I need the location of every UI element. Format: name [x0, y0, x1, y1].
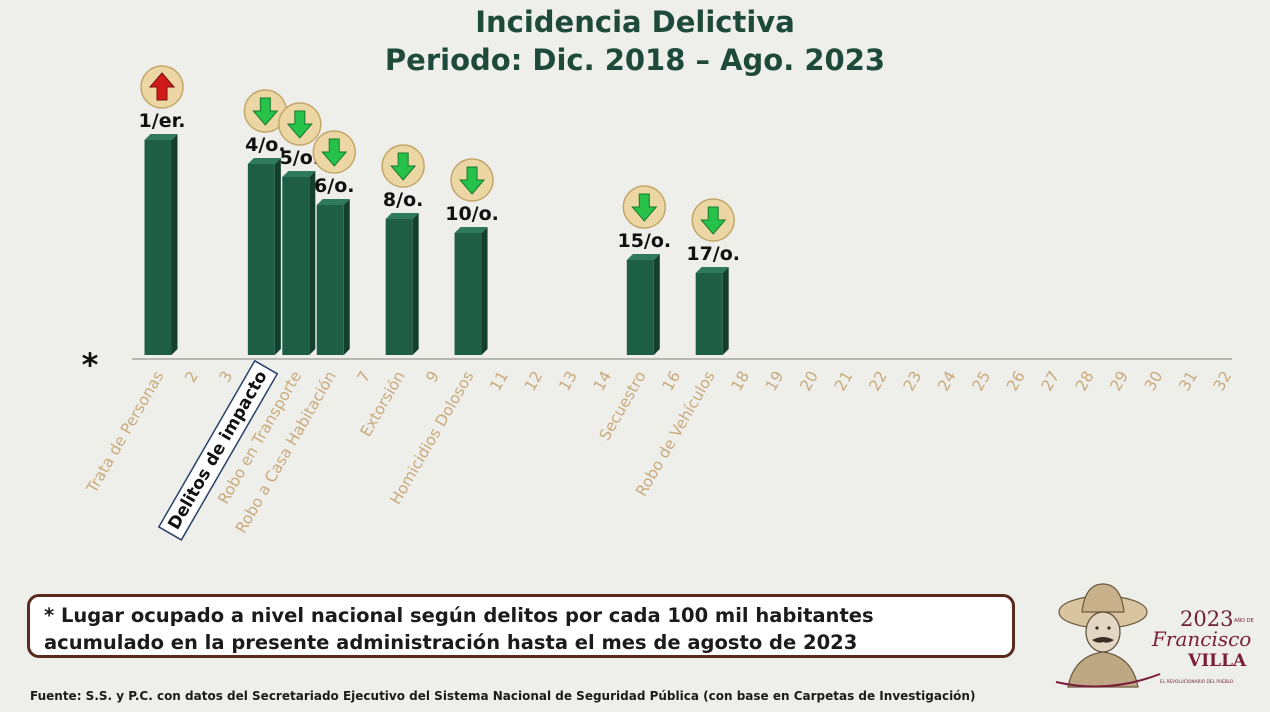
footnote-line1: * Lugar ocupado a nivel nacional según d…: [44, 604, 874, 627]
bar-side: [653, 254, 660, 355]
chart-title-line1: Incidencia Delictiva: [475, 5, 795, 39]
tick-label: 9: [423, 368, 444, 386]
francisco-villa-logo: 2023 AÑO DE Francisco VILLA EL REVOLUCIO…: [1055, 583, 1254, 688]
value-label: 10/o.: [445, 203, 499, 225]
bar-side: [171, 134, 178, 355]
tick-label: 25: [969, 368, 994, 394]
villa-portrait-icon: [1055, 583, 1161, 688]
tick-label: 22: [865, 368, 890, 394]
bar: [454, 233, 482, 355]
source-note: Fuente: S.S. y P.C. con datos del Secret…: [30, 689, 976, 703]
arrow-down-icon: [631, 193, 658, 222]
bar-top: [144, 134, 178, 140]
bar-top: [626, 254, 660, 260]
value-label: 17/o.: [686, 243, 740, 265]
tick-label: 11: [487, 368, 512, 394]
arrow-down-icon: [286, 110, 313, 139]
bar: [626, 260, 654, 355]
tick-label: Trata de Personas: [83, 368, 168, 497]
arrow-down-icon: [700, 206, 727, 235]
bar-top: [316, 199, 350, 205]
arrow-down-icon: [458, 166, 486, 195]
bar-top: [385, 213, 419, 219]
tick-label: 2: [181, 368, 202, 386]
highlight-box: [157, 359, 279, 541]
arrow-down-icon: [321, 138, 348, 167]
tick-label: 14: [590, 368, 615, 394]
bar-side: [343, 199, 350, 355]
value-label: 1/er.: [139, 110, 186, 132]
bar-top: [454, 227, 488, 233]
value-label: 4/o.: [245, 134, 285, 156]
bar: [316, 205, 344, 355]
value-label: 5/o.: [280, 147, 320, 169]
bar: [247, 164, 275, 355]
bar: [282, 177, 310, 355]
tick-label: 12: [521, 368, 546, 394]
tick-label: 7: [354, 368, 375, 386]
tick-label: 29: [1107, 368, 1132, 394]
bar: [144, 140, 172, 355]
tick-label: 16: [659, 368, 684, 394]
tick-label: 32: [1210, 368, 1235, 394]
tick-label: 23: [900, 368, 925, 394]
tick-label: 26: [1003, 368, 1028, 394]
tick-label: 31: [1176, 368, 1201, 394]
axis-note-marker: *: [82, 346, 99, 384]
tick-label: 21: [831, 368, 856, 394]
bar-top: [282, 171, 316, 177]
bar-side: [722, 267, 729, 355]
value-label: 6/o.: [314, 175, 354, 197]
bar: [385, 219, 413, 355]
footnote-line2: acumulado en la presente administración …: [44, 631, 858, 654]
arrow-down-icon: [252, 97, 279, 126]
logo-small: AÑO DE: [1234, 617, 1254, 624]
footnote-box: * Lugar ocupado a nivel nacional según d…: [27, 594, 1015, 658]
tick-label: 20: [797, 368, 822, 394]
bar-side: [309, 171, 316, 355]
logo-tagline: EL REVOLUCIONARIO DEL PUEBLO: [1160, 679, 1234, 685]
value-label: 8/o.: [383, 189, 423, 211]
value-label: 15/o.: [617, 230, 671, 252]
bar-top: [247, 158, 281, 164]
logo-name1: Francisco: [1151, 627, 1251, 651]
tick-label: 24: [934, 368, 959, 394]
tick-label: 27: [1038, 368, 1063, 394]
tick-label: 3: [216, 368, 237, 386]
arrow-down-icon: [390, 152, 417, 181]
tick-label: 13: [555, 368, 580, 394]
logo-year: 2023: [1180, 607, 1233, 631]
tick-label: 18: [728, 368, 753, 394]
arrow-up-icon: [148, 72, 176, 101]
logo-name2: VILLA: [1187, 651, 1247, 671]
chart-title-line2: Periodo: Dic. 2018 – Ago. 2023: [384, 43, 886, 77]
bar: [695, 273, 723, 355]
bar-side: [274, 158, 281, 355]
tick-label: 28: [1072, 368, 1097, 394]
bar-top: [695, 267, 729, 273]
tick-label: 19: [762, 368, 787, 394]
bar-side: [481, 227, 488, 355]
tick-label: 30: [1141, 368, 1166, 394]
bar-side: [412, 213, 419, 355]
